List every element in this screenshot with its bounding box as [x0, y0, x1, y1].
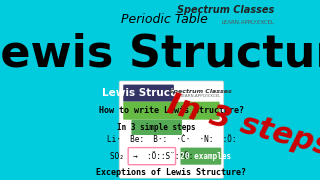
- FancyBboxPatch shape: [132, 120, 182, 135]
- Text: In 3 simple steps: In 3 simple steps: [117, 123, 196, 132]
- Text: How to write Lewis Structure?: How to write Lewis Structure?: [99, 106, 244, 115]
- Text: Li·  Be:  B·:  ·Ċ·  ·N:  :Ö:: Li· Be: B·: ·Ċ· ·N: :Ö:: [107, 135, 236, 144]
- FancyBboxPatch shape: [180, 148, 221, 165]
- Text: Exceptions of Lewis Structure?: Exceptions of Lewis Structure?: [96, 168, 246, 177]
- Text: Spectrum Classes: Spectrum Classes: [177, 5, 274, 15]
- Text: Spectrum Classes: Spectrum Classes: [170, 89, 232, 94]
- Text: Periodic Table: Periodic Table: [121, 13, 208, 26]
- FancyBboxPatch shape: [123, 102, 220, 120]
- Text: SO₂  →  :Ö::S̈::Ö:: SO₂ → :Ö::S̈::Ö:: [110, 152, 194, 161]
- Text: Lewis Structure: Lewis Structure: [0, 32, 320, 75]
- Text: Lewis Structure: Lewis Structure: [102, 88, 195, 98]
- FancyBboxPatch shape: [119, 81, 224, 178]
- Text: ~ 20 examples: ~ 20 examples: [171, 152, 231, 161]
- FancyBboxPatch shape: [128, 148, 176, 165]
- Text: In 3 steps: In 3 steps: [164, 90, 320, 162]
- Text: LEARN.APPLY.EXCEL: LEARN.APPLY.EXCEL: [221, 20, 274, 25]
- Text: LEARN.APPLY.EXCEL: LEARN.APPLY.EXCEL: [181, 94, 221, 98]
- FancyBboxPatch shape: [123, 85, 174, 102]
